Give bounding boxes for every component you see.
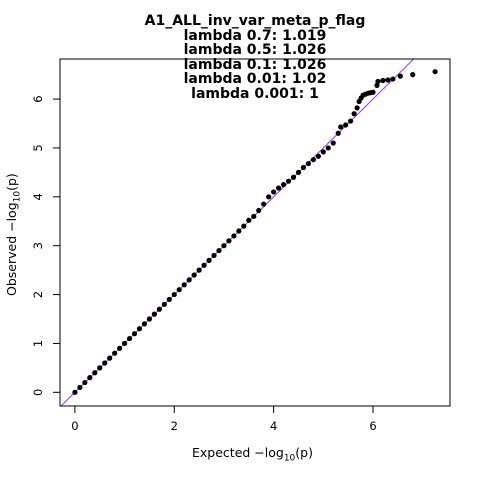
data-point <box>186 277 192 283</box>
data-point <box>126 335 133 342</box>
data-point <box>320 149 326 155</box>
data-point <box>201 262 207 268</box>
x-axis-label-tail: (p) <box>295 445 313 460</box>
data-point <box>335 130 341 136</box>
x-axis-label: Expected −log10(p) <box>192 445 313 464</box>
data-point <box>256 207 262 214</box>
lambda-line-2: lambda 0.5: 1.026 <box>183 42 327 58</box>
data-point <box>354 105 360 111</box>
data-point <box>385 77 391 83</box>
data-point <box>246 217 252 223</box>
data-point <box>211 252 217 259</box>
data-point <box>231 233 237 239</box>
data-point <box>315 153 321 159</box>
lambda-line-3: lambda 0.1: 1.026 <box>183 56 327 73</box>
y-tick-label: 2 <box>31 291 45 298</box>
data-point <box>295 169 302 175</box>
plot-frame <box>59 58 451 407</box>
data-point <box>275 185 282 191</box>
data-point <box>390 76 396 82</box>
data-point <box>348 118 354 124</box>
chart-title: A1_ALL_inv_var_meta_p_flag <box>144 13 366 29</box>
data-point <box>141 321 148 327</box>
data-point <box>351 111 357 117</box>
data-points <box>72 69 438 395</box>
data-point <box>161 301 167 307</box>
data-point <box>121 340 128 347</box>
data-point <box>338 124 344 130</box>
data-point <box>117 345 123 351</box>
data-point <box>146 316 153 322</box>
data-point <box>171 291 177 298</box>
data-point <box>107 355 113 361</box>
y-axis-label-main: Observed −log <box>4 202 19 296</box>
data-point <box>221 243 227 249</box>
y-tick-label: 4 <box>31 193 45 200</box>
data-point <box>181 282 187 288</box>
data-point <box>151 311 157 317</box>
data-point <box>216 247 222 254</box>
data-point <box>375 78 381 85</box>
data-point <box>325 145 331 151</box>
data-point <box>310 157 316 163</box>
y-axis-label-sub: 10 <box>12 190 23 203</box>
lambda-line-5: lambda 0.001: 1 <box>191 85 319 102</box>
data-point <box>102 360 108 366</box>
x-axis: 0 2 4 6 <box>71 406 377 433</box>
data-point <box>330 140 336 146</box>
y-axis: 0 1 2 3 4 5 6 <box>31 95 60 396</box>
data-point <box>370 89 376 95</box>
data-point <box>432 69 438 75</box>
y-axis-label: Observed −log10(p) <box>4 173 23 296</box>
data-point <box>82 379 88 386</box>
lambda-line-4: lambda 0.01: 1.02 <box>183 71 327 87</box>
y-tick-label: 0 <box>31 389 45 396</box>
data-point <box>112 350 118 356</box>
data-point <box>251 213 257 219</box>
data-point <box>92 370 98 376</box>
data-point <box>156 306 162 312</box>
data-point <box>261 201 267 207</box>
data-point <box>290 174 297 180</box>
data-point <box>397 73 403 79</box>
data-point <box>380 77 386 84</box>
data-point <box>305 160 312 167</box>
data-point <box>300 164 307 171</box>
x-axis-label-sub: 10 <box>283 453 296 464</box>
data-point <box>72 389 78 395</box>
data-point <box>97 365 103 371</box>
data-point <box>87 375 93 381</box>
y-tick-label: 6 <box>31 95 45 102</box>
data-point <box>236 228 242 234</box>
y-axis-label-tail: (p) <box>4 173 19 191</box>
data-point <box>374 82 380 88</box>
data-point <box>226 238 232 244</box>
data-point <box>285 178 292 184</box>
x-tick-label: 0 <box>71 419 78 433</box>
x-tick-label: 4 <box>270 419 277 433</box>
data-point <box>206 257 212 263</box>
data-point <box>241 223 247 229</box>
x-tick-label: 2 <box>171 419 178 433</box>
data-point <box>280 182 287 188</box>
data-point <box>191 272 197 278</box>
y-tick-label: 1 <box>31 340 45 347</box>
data-point <box>271 189 277 195</box>
data-point <box>77 384 83 391</box>
data-point <box>136 326 143 332</box>
data-point <box>131 331 138 337</box>
lambda-line-1: lambda 0.7: 1.019 <box>183 27 327 44</box>
data-point <box>343 122 349 128</box>
x-axis-label-main: Expected −log <box>192 445 284 460</box>
data-point <box>196 267 202 273</box>
x-tick-label: 6 <box>369 419 376 433</box>
data-point <box>266 194 272 200</box>
data-point <box>410 72 416 78</box>
y-tick-label: 3 <box>31 242 45 249</box>
y-tick-label: 5 <box>31 144 45 151</box>
data-point <box>176 287 182 293</box>
data-point <box>166 296 172 303</box>
